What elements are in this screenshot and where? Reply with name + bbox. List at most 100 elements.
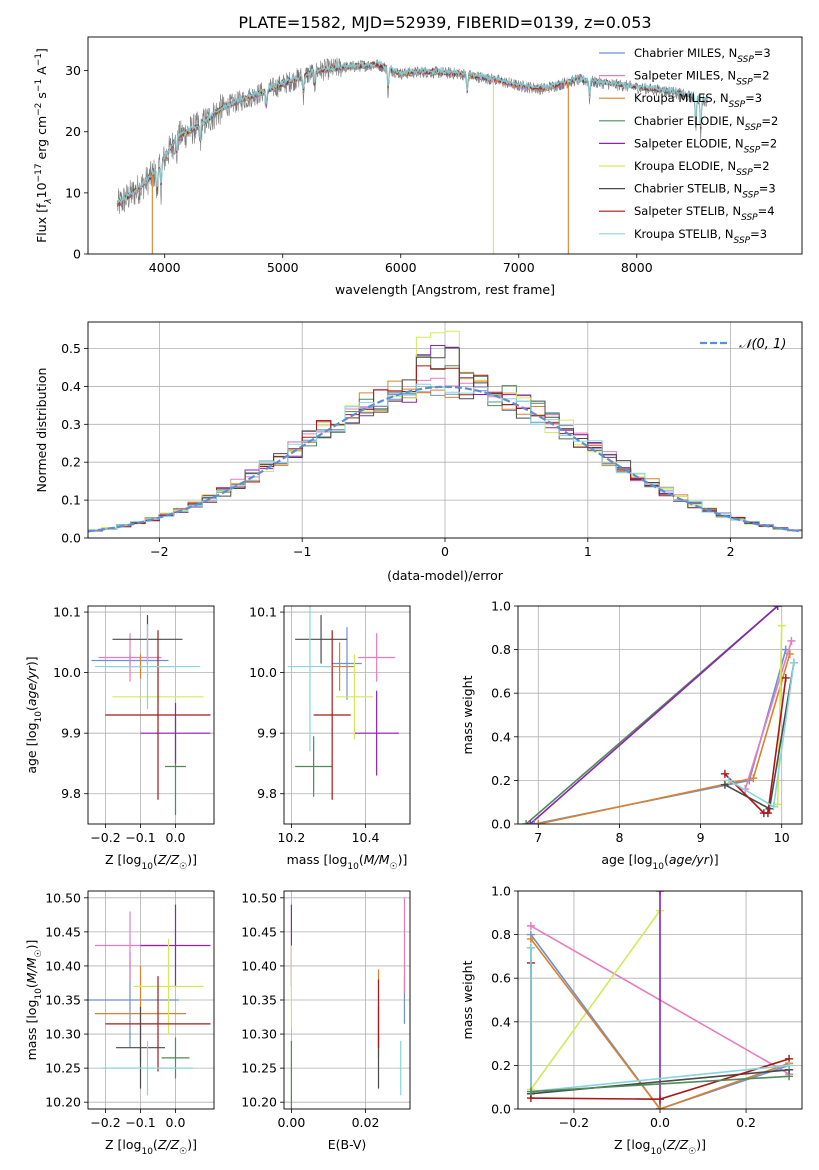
plus-marker bbox=[656, 1105, 664, 1109]
label-part: ( bbox=[662, 1137, 667, 1152]
y-tick-label: 0.2 bbox=[491, 1058, 511, 1073]
y-axis-label: Normed distribution bbox=[34, 368, 49, 493]
panel-residuals: −2 −1 0 1 2 0.0 0.1 0.2 0.3 0.4 0.5 𝒩(0, 1) (data-mo… bbox=[34, 321, 803, 583]
y-tick-label: 0.8 bbox=[491, 927, 511, 942]
y-tick-label: 1.0 bbox=[491, 599, 511, 614]
label-part: Salpeter MILES, N bbox=[634, 69, 736, 83]
label-part: E(B-V) bbox=[328, 1137, 367, 1152]
y-tick-label: 0 bbox=[73, 247, 81, 262]
plus-marker bbox=[781, 673, 790, 682]
y-tick-label: 10.40 bbox=[241, 958, 277, 973]
plus-marker bbox=[720, 780, 729, 789]
y-tick-label: 10.45 bbox=[241, 924, 277, 939]
label-part: ☉ bbox=[34, 949, 44, 957]
plot-area bbox=[91, 615, 211, 815]
x-axis-label: Z [log10(Z/Z☉)] bbox=[105, 852, 197, 872]
y-tick-label: 0.0 bbox=[491, 1102, 511, 1117]
label-part: −1 bbox=[34, 53, 44, 66]
label-part: 10 bbox=[347, 862, 359, 872]
label-part: Kroupa ELODIE, N bbox=[634, 159, 736, 173]
legend-label: Salpeter MILES, NSSP=2 bbox=[634, 69, 770, 88]
plus-marker bbox=[787, 636, 796, 645]
plus-marker bbox=[763, 809, 772, 818]
y-tick-label: 30 bbox=[65, 63, 81, 78]
label-part: ( bbox=[153, 852, 158, 867]
plus-marker bbox=[789, 658, 798, 667]
plus-marker bbox=[724, 776, 733, 785]
x-tick-label: 10 bbox=[774, 830, 790, 845]
label-part: 10 bbox=[141, 862, 153, 872]
y-tick-label: 0.6 bbox=[491, 686, 511, 701]
label-part: SSP bbox=[734, 236, 751, 246]
label-part: )] bbox=[24, 940, 39, 950]
x-axis-label: Z [log10(Z/Z☉)] bbox=[105, 1137, 197, 1157]
y-tick-label: 0.4 bbox=[61, 379, 81, 394]
legend-label: Kroupa STELIB, NSSP=3 bbox=[634, 227, 767, 246]
y-tick-label: 0.2 bbox=[491, 773, 511, 788]
label-part: Salpeter ELODIE, N bbox=[634, 136, 744, 150]
label-part: Chabrier STELIB, N bbox=[634, 182, 742, 196]
histogram-kroupa-elodie bbox=[88, 330, 802, 538]
x-tick-label: 4000 bbox=[149, 260, 181, 275]
plus-marker bbox=[526, 943, 535, 952]
y-tick-label: 10.1 bbox=[53, 605, 81, 620]
plus-marker bbox=[522, 820, 531, 824]
x-tick-label: 0 bbox=[441, 544, 449, 559]
label-part: Salpeter STELIB, N bbox=[634, 204, 741, 218]
legend-label: Salpeter STELIB, NSSP=4 bbox=[634, 204, 775, 223]
axes-frame bbox=[283, 890, 411, 1110]
panel-spectrum: 4000 5000 6000 7000 8000 0 10 20 30 Chabrier MILE… bbox=[34, 36, 803, 297]
y-tick-label: 0.0 bbox=[491, 817, 511, 832]
label-part: ( bbox=[153, 1137, 158, 1152]
label-part: ( bbox=[664, 852, 669, 867]
normal-curve bbox=[88, 385, 800, 533]
plot-area bbox=[522, 606, 798, 824]
label-part: SSP bbox=[745, 123, 762, 133]
label-part: 10 bbox=[653, 862, 665, 872]
label-part: ( bbox=[359, 852, 364, 867]
label-part: =3 bbox=[750, 227, 767, 241]
x-tick-label: 10.4 bbox=[352, 830, 380, 845]
label-part: age/yr bbox=[669, 852, 710, 867]
y-axis-label: mass weight bbox=[460, 960, 475, 1039]
label-part: ☉ bbox=[179, 862, 187, 872]
label-part: =2 bbox=[760, 136, 777, 150]
label-part: ( bbox=[24, 706, 39, 711]
label-part: age [log bbox=[601, 852, 652, 867]
x-tick-label: 0.02 bbox=[352, 1115, 380, 1130]
label-part: mass [log bbox=[24, 1000, 39, 1061]
y-tick-label: 10.0 bbox=[249, 665, 277, 680]
label-part: M/M bbox=[24, 957, 39, 983]
label-part: −2 bbox=[34, 103, 44, 116]
y-tick-label: 9.8 bbox=[257, 786, 277, 801]
x-axis-label: E(B-V) bbox=[328, 1137, 367, 1152]
legend-label: Kroupa ELODIE, NSSP=2 bbox=[634, 159, 770, 178]
label-part: =4 bbox=[758, 204, 775, 218]
x-tick-label: 9 bbox=[697, 830, 705, 845]
y-axis-label: mass [log10(M/M☉)] bbox=[24, 940, 44, 1061]
label-part: )] bbox=[398, 852, 408, 867]
x-axis-label: (data-model)/error bbox=[387, 568, 504, 583]
y-tick-label: 10.40 bbox=[45, 958, 81, 973]
label-part: )] bbox=[24, 656, 39, 666]
label-part: =3 bbox=[745, 91, 762, 105]
label-part: SSP bbox=[737, 55, 754, 65]
label-part: Kroupa MILES, N bbox=[634, 91, 729, 105]
label-part: =2 bbox=[753, 69, 770, 83]
label-part: =2 bbox=[753, 159, 770, 173]
y-tick-label: 20 bbox=[65, 124, 81, 139]
plus-marker bbox=[785, 1072, 794, 1081]
y-tick-label: 9.8 bbox=[61, 786, 81, 801]
x-tick-label: 0.2 bbox=[736, 1115, 756, 1130]
y-tick-label: 10.20 bbox=[45, 1095, 81, 1110]
axes-frame bbox=[517, 890, 803, 1110]
y-tick-label: 0.4 bbox=[491, 729, 511, 744]
label-part: 10 bbox=[34, 988, 44, 1000]
label-part: SSP bbox=[744, 145, 761, 155]
label-part: ] bbox=[34, 48, 49, 53]
label-part: 10 bbox=[34, 182, 49, 198]
y-tick-label: 0.5 bbox=[61, 341, 81, 356]
legend-label: Chabrier MILES, NSSP=3 bbox=[634, 46, 771, 65]
y-tick-label: 0.0 bbox=[61, 531, 81, 546]
